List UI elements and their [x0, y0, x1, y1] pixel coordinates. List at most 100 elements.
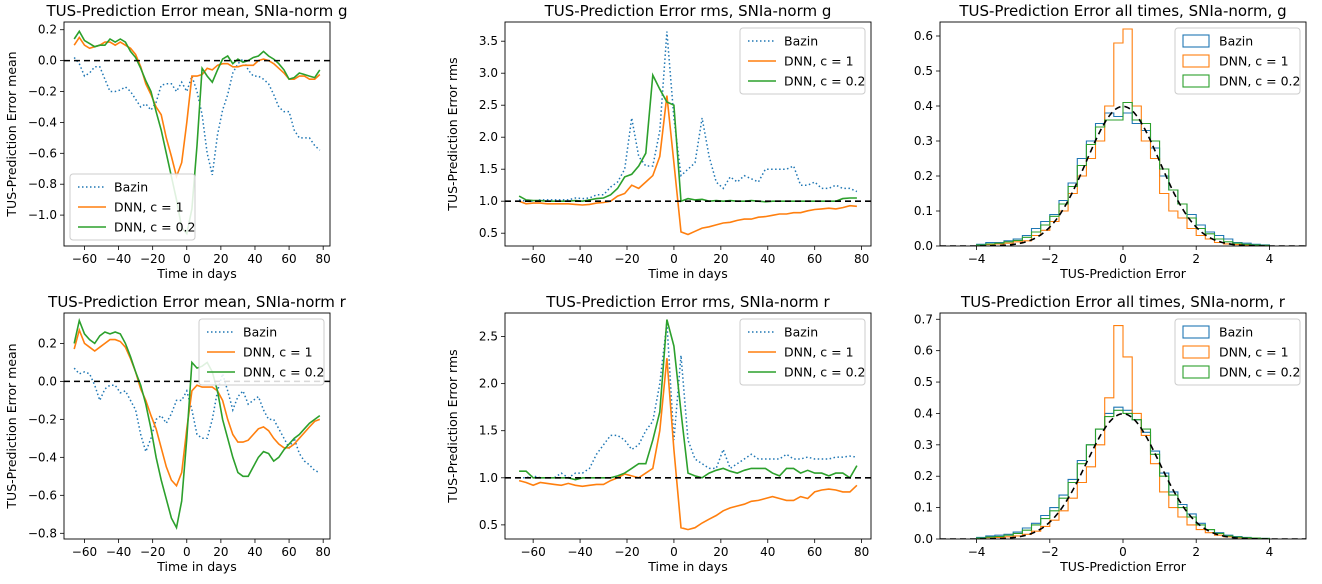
- series-line: [73, 57, 321, 176]
- x-tick-label: 60: [281, 545, 296, 559]
- legend-box: [1174, 318, 1301, 386]
- y-tick-label: 0.0: [38, 54, 57, 68]
- y-tick-label: 0.0: [38, 374, 57, 388]
- y-tick-label: −0.8: [28, 177, 57, 191]
- y-tick-label: 0.2: [38, 23, 57, 37]
- chart-panel: TUS-Prediction Error rms, SNIa-norm g −60…: [445, 2, 872, 281]
- plot-area: [940, 28, 1306, 246]
- y-tick-label: 0.6: [914, 344, 933, 358]
- x-tick-label: 0: [670, 252, 678, 266]
- x-tick-label: 40: [760, 252, 775, 266]
- y-tick-label: 0.5: [914, 375, 933, 389]
- legend-swatch: [1182, 365, 1210, 379]
- x-axis-label: Time in days: [156, 559, 236, 574]
- plot-area: [940, 325, 1306, 539]
- legend: Bazin DNN, c = 1 DNN, c = 0.2: [198, 318, 325, 386]
- y-axis-label: TUS-Prediction Error mean: [4, 343, 19, 509]
- y-tick-label: −1.0: [28, 208, 57, 222]
- y-tick-label: 0.3: [914, 134, 933, 148]
- x-tick-label: 60: [807, 252, 822, 266]
- chart-panel: TUS-Prediction Error rms, SNIa-norm r −60…: [445, 293, 872, 574]
- x-tick-label: 60: [807, 545, 822, 559]
- x-tick-label: −40: [567, 545, 592, 559]
- x-tick-label: −20: [140, 545, 165, 559]
- x-tick-label: −2: [1041, 252, 1059, 266]
- y-axis-label: TUS-Prediction Error rms: [445, 349, 460, 503]
- y-tick-label: 3.0: [479, 66, 498, 80]
- legend-label: DNN, c = 0.2: [1219, 365, 1300, 380]
- x-tick-label: 20: [713, 545, 728, 559]
- y-tick-label: 0.4: [914, 406, 933, 420]
- legend-swatch: [1182, 54, 1210, 68]
- x-tick-label: −60: [72, 545, 97, 559]
- x-tick-label: −40: [106, 252, 131, 266]
- legend-swatch: [1182, 345, 1210, 359]
- y-tick-label: 0.0: [914, 239, 933, 253]
- chart-title: TUS-Prediction Error mean, SNIa-norm g: [45, 2, 347, 20]
- legend: Bazin DNN, c = 1 DNN, c = 0.2: [739, 27, 866, 95]
- y-tick-label: 1.0: [479, 471, 498, 485]
- y-tick-label: −0.2: [28, 85, 57, 99]
- series-line: [73, 317, 321, 530]
- y-tick-label: 0.5: [479, 518, 498, 532]
- legend-label: Bazin: [784, 34, 818, 49]
- x-tick-label: 40: [760, 545, 775, 559]
- x-tick-label: −20: [614, 545, 639, 559]
- x-tick-label: 20: [213, 545, 228, 559]
- x-tick-label: −4: [968, 252, 986, 266]
- axes-frame: [939, 312, 1307, 540]
- x-tick-label: 0: [670, 545, 678, 559]
- plot-area: [505, 319, 871, 531]
- x-tick-label: 80: [854, 545, 869, 559]
- legend-swatch: [1182, 74, 1210, 88]
- legend-box: [69, 173, 196, 241]
- series-line: [73, 29, 321, 236]
- y-tick-label: 0.2: [914, 169, 933, 183]
- x-tick-label: 0: [183, 545, 191, 559]
- legend-label: DNN, c = 1: [784, 345, 854, 360]
- x-tick-label: −60: [520, 252, 545, 266]
- chart-title: TUS-Prediction Error mean, SNIa-norm r: [47, 293, 347, 311]
- histogram-step: [976, 101, 1270, 246]
- legend-box: [739, 318, 866, 386]
- series-line: [519, 319, 858, 481]
- x-tick-label: −20: [614, 252, 639, 266]
- legend-box: [198, 318, 325, 386]
- histogram-step: [976, 409, 1270, 539]
- x-tick-label: 2: [1192, 252, 1200, 266]
- y-tick-label: 0.5: [479, 226, 498, 240]
- normal-reference-curve: [940, 105, 1306, 246]
- y-tick-label: 0.4: [914, 99, 933, 113]
- x-axis-label: TUS-Prediction Error: [1059, 559, 1187, 574]
- y-tick-label: −0.8: [28, 526, 57, 540]
- x-axis-label: Time in days: [647, 266, 727, 281]
- x-axis-label: Time in days: [647, 559, 727, 574]
- y-tick-label: 1.5: [479, 162, 498, 176]
- chart-title: TUS-Prediction Error all times, SNIa-nor…: [960, 293, 1286, 311]
- y-tick-label: 2.5: [479, 330, 498, 344]
- y-tick-label: 0.3: [914, 438, 933, 452]
- x-tick-label: −2: [1041, 545, 1059, 559]
- x-tick-label: 20: [213, 252, 228, 266]
- x-tick-label: 80: [316, 545, 331, 559]
- legend-label: DNN, c = 0.2: [784, 74, 865, 89]
- legend: Bazin DNN, c = 1 DNN, c = 0.2: [739, 318, 866, 386]
- series-line: [73, 35, 321, 180]
- legend-label: Bazin: [1219, 34, 1253, 49]
- x-tick-label: 20: [713, 252, 728, 266]
- y-tick-label: −0.4: [28, 450, 57, 464]
- x-axis-label: TUS-Prediction Error: [1059, 266, 1187, 281]
- legend-label: Bazin: [784, 325, 818, 340]
- axes-frame: [63, 312, 331, 540]
- legend-label: DNN, c = 0.2: [1219, 74, 1300, 89]
- y-tick-label: 1.0: [479, 194, 498, 208]
- histogram-step: [976, 406, 1270, 539]
- legend-swatch: [1182, 325, 1210, 339]
- legend-box: [739, 27, 866, 95]
- y-tick-label: 0.2: [38, 336, 57, 350]
- legend-swatch: [1182, 34, 1210, 48]
- series-line: [73, 367, 321, 474]
- legend-box: [1174, 27, 1301, 95]
- x-tick-label: −40: [567, 252, 592, 266]
